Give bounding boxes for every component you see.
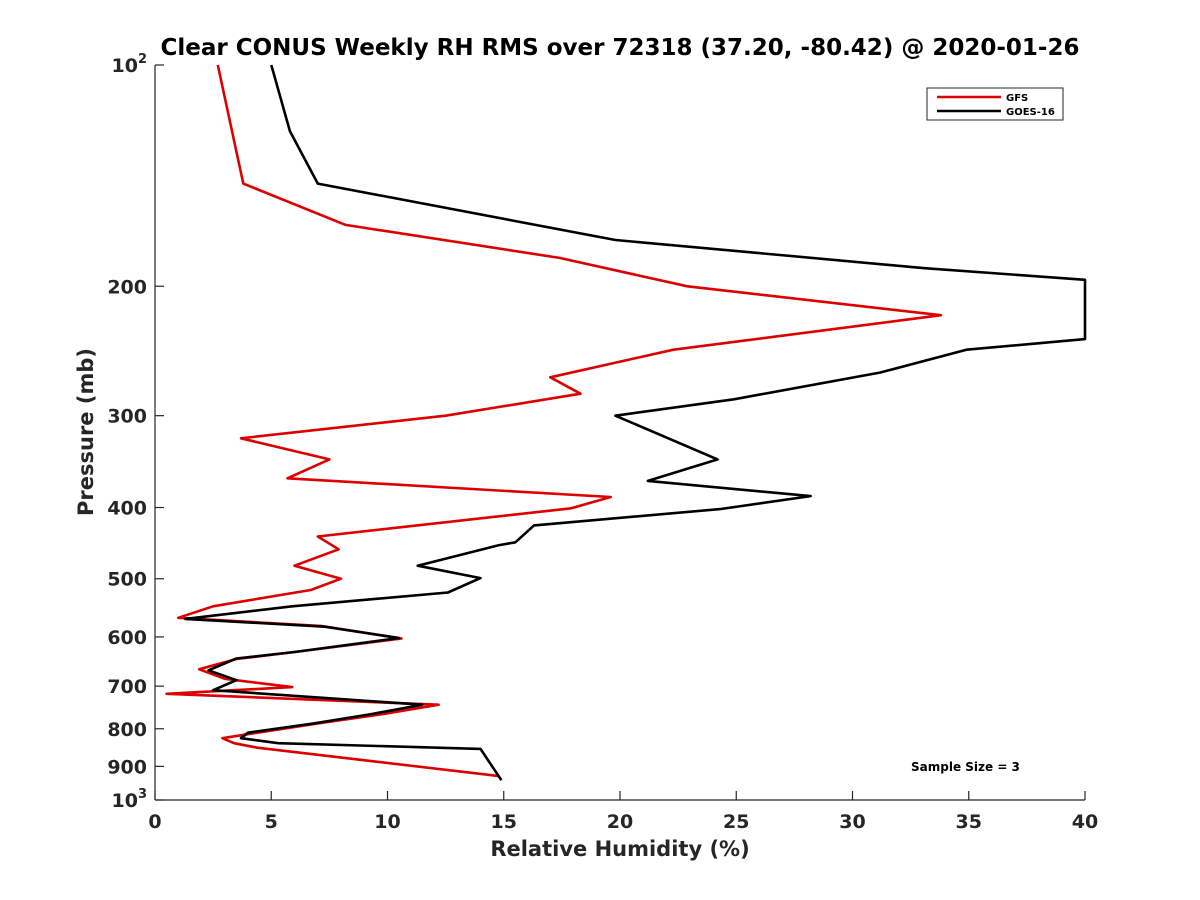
legend-label-goes16: GOES-16	[1006, 107, 1055, 118]
x-tick-label: 30	[839, 811, 865, 833]
y-tick-label: 400	[107, 498, 147, 520]
y-tick-label: 600	[107, 627, 147, 649]
legend: GFS GOES-16	[926, 87, 1064, 121]
x-ticks: 0 5 10 15 20 25 30 35 40	[148, 791, 1098, 833]
series-line-gfs	[165, 64, 943, 778]
x-tick-label: 35	[956, 811, 982, 833]
y-tick-label: 800	[107, 719, 147, 741]
x-tick-label: 25	[723, 811, 749, 833]
y-tick-label: 900	[107, 756, 147, 778]
legend-label-gfs: GFS	[1006, 93, 1028, 104]
y-axis-label: Pressure (mb)	[74, 348, 98, 516]
x-tick-label: 20	[607, 811, 633, 833]
chart-title: Clear CONUS Weekly RH RMS over 72318 (37…	[161, 35, 1080, 61]
x-tick-label: 15	[491, 811, 517, 833]
x-tick-label: 5	[265, 811, 278, 833]
y-tick-label: 300	[107, 406, 147, 428]
y-tick-label: 700	[107, 676, 147, 698]
y-tick-label: 103	[112, 787, 148, 812]
legend-box	[926, 87, 1064, 121]
sample-size-annotation: Sample Size = 3	[911, 760, 1020, 774]
y-ticks: 102 200 300 400 500 600 700 800 900 103	[107, 52, 164, 812]
x-tick-label: 10	[374, 811, 400, 833]
y-tick-label: 200	[107, 276, 147, 298]
series-line-goes16	[183, 64, 1087, 781]
x-tick-label: 0	[148, 811, 161, 833]
y-tick-label: 102	[112, 52, 148, 77]
y-tick-label: 500	[107, 569, 147, 591]
plot-lines	[165, 64, 1087, 781]
x-tick-label: 40	[1072, 811, 1098, 833]
x-axis-label: Relative Humidity (%)	[490, 837, 749, 861]
